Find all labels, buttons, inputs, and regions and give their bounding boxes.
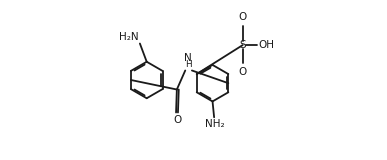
Text: NH₂: NH₂ bbox=[205, 119, 225, 128]
Text: S: S bbox=[239, 40, 246, 50]
Text: O: O bbox=[238, 12, 247, 22]
Text: O: O bbox=[238, 67, 247, 77]
Text: H: H bbox=[185, 60, 192, 69]
Text: H₂N: H₂N bbox=[120, 32, 139, 42]
Text: OH: OH bbox=[258, 40, 274, 50]
Text: O: O bbox=[173, 115, 181, 125]
Text: N: N bbox=[184, 53, 192, 63]
